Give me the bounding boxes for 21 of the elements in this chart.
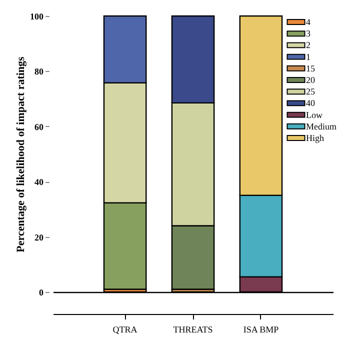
y-tick-label: 100 — [30, 12, 44, 22]
legend-label: 2 — [306, 40, 310, 50]
legend-label: 1 — [306, 52, 310, 62]
legend-label: 25 — [306, 86, 316, 97]
y-tick-label: 20 — [34, 232, 44, 242]
x-tick-label: THREATS — [173, 324, 213, 334]
legend-label: Low — [306, 110, 323, 120]
y-tick-label: 60 — [34, 122, 44, 132]
y-tick-label: 80 — [34, 66, 44, 77]
legend-label: 3 — [306, 28, 311, 39]
y-tick-label: 40 — [34, 177, 44, 188]
legend-label: High — [306, 133, 324, 143]
x-tick-label: QTRA — [112, 324, 138, 334]
legend-label: 4 — [306, 17, 311, 27]
x-tick-label: ISA BMP — [243, 324, 279, 334]
legend-label: 20 — [306, 75, 316, 85]
legend-label: 40 — [306, 98, 316, 108]
y-axis-title: Percentage of likelihood of impact ratings — [15, 56, 27, 252]
legend-label: Medium — [306, 121, 336, 132]
y-tick-label: 0 — [39, 288, 44, 298]
legend-label: 15 — [306, 63, 316, 74]
